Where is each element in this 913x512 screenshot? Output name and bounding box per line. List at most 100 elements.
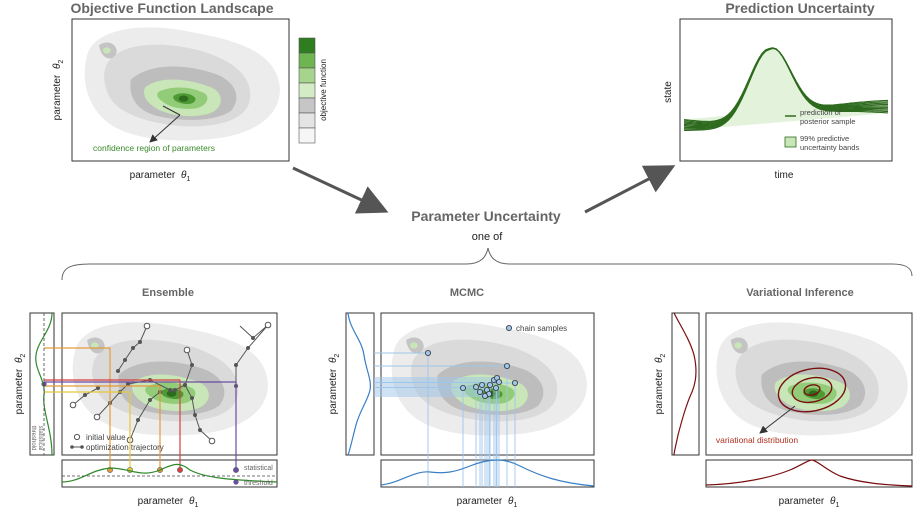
legend-band-swatch xyxy=(784,136,797,148)
projection-marker-x xyxy=(177,467,183,473)
ensemble-xlabel: parameter θ1 xyxy=(138,496,199,509)
legend-line-label-1: prediction of xyxy=(800,108,842,117)
mcmc-legend-label: chain samples xyxy=(516,324,567,333)
chain-sample xyxy=(481,392,488,399)
ensemble-threshold-x-label-2: threshold xyxy=(244,480,273,487)
colorbar-level-6 xyxy=(298,112,316,129)
legend-initial-label: initial value xyxy=(86,433,126,442)
objective-xlabel: parameter θ1 xyxy=(130,170,191,183)
legend-initial-marker xyxy=(73,433,81,441)
prediction-curve xyxy=(683,47,889,122)
mcmc-marginal-y-curve xyxy=(347,312,371,456)
prediction-xlabel: time xyxy=(775,170,794,181)
vi-marginal-x-curve xyxy=(705,459,913,487)
legend-traj-dot-2 xyxy=(80,445,84,449)
chain-sample xyxy=(476,388,483,395)
chain-sample xyxy=(492,384,499,391)
trajectory-step xyxy=(190,396,194,400)
prediction-panel: Prediction Uncertainty prediction of pos… xyxy=(663,0,893,181)
mcmc-title: MCMC xyxy=(450,287,484,299)
trajectory-step xyxy=(251,336,255,340)
chain-sample xyxy=(472,383,479,390)
chain-sample xyxy=(503,362,510,369)
vi-xlabel: parameter θ1 xyxy=(779,496,840,509)
vi-contour-outer xyxy=(777,367,847,413)
trajectory-step xyxy=(123,358,127,362)
ensemble-marginal-x-curve xyxy=(61,463,278,483)
colorbar-level-5 xyxy=(298,97,316,114)
legend-traj-dot-1 xyxy=(70,445,74,449)
trajectory-initial xyxy=(93,413,101,421)
mcmc-legend-marker xyxy=(505,324,512,331)
projection-marker-x xyxy=(233,467,239,473)
chain-sample xyxy=(478,381,485,388)
trajectory-path xyxy=(235,324,269,386)
objective-ylabel: parameter θ2 xyxy=(52,60,65,121)
trajectory-initial xyxy=(143,322,151,330)
ensemble-marginal-y-curve xyxy=(35,312,53,456)
objective-panel: Objective Function Landscape confidence … xyxy=(52,0,328,183)
ensemble-threshold-y-label-2: threshold xyxy=(30,426,36,451)
vi-annotation-arrow xyxy=(759,405,796,434)
trajectory-step xyxy=(246,346,250,350)
trajectory-step xyxy=(116,369,120,373)
projection-marker-x-end xyxy=(233,479,239,485)
objective-annotation-pointer xyxy=(162,105,181,116)
colorbar-level-1 xyxy=(298,37,316,54)
center-subtitle: one of xyxy=(472,231,504,243)
objective-annotation-arrow xyxy=(149,114,181,143)
trajectory-initial xyxy=(264,321,272,329)
vi-annotation: variational distribution xyxy=(716,435,798,445)
chain-sample xyxy=(424,349,431,356)
ensemble-title: Ensemble xyxy=(142,287,194,299)
arrow-uncertainty-to-prediction xyxy=(584,165,676,214)
trajectory-path xyxy=(129,391,161,441)
mcmc-xlabel: parameter θ1 xyxy=(457,496,518,509)
chain-sample xyxy=(495,378,502,385)
trajectory-step xyxy=(126,382,130,386)
trajectory-step xyxy=(193,413,197,417)
colorbar: objective function xyxy=(298,37,328,144)
trajectory-initial xyxy=(69,401,77,409)
colorbar-level-4 xyxy=(298,82,316,99)
vi-title: Variational Inference xyxy=(746,287,854,299)
brace xyxy=(61,247,913,281)
trajectory-step xyxy=(190,363,194,367)
colorbar-level-3 xyxy=(298,67,316,84)
ensemble-ylabel: parameter θ2 xyxy=(14,354,27,415)
trajectory-initial xyxy=(208,437,216,445)
trajectory-step xyxy=(96,386,100,390)
trajectory-step xyxy=(83,393,87,397)
ensemble-threshold-y-label-1: statistical xyxy=(37,426,43,451)
prediction-ylabel: state xyxy=(663,81,674,103)
chain-sample xyxy=(512,379,519,386)
mcmc-panel: MCMC chain samples parameter θ1 paramete… xyxy=(328,287,595,509)
trajectory-step xyxy=(138,340,142,344)
trajectory-initial xyxy=(183,346,191,354)
vi-contour-inner xyxy=(803,384,821,396)
trajectory-step xyxy=(148,398,152,402)
mcmc-samples xyxy=(374,349,519,487)
ensemble-trajectories xyxy=(41,321,272,485)
mcmc-marginal-x-frame xyxy=(380,459,595,488)
vi-contour-middle xyxy=(791,376,833,404)
colorbar-level-2 xyxy=(298,52,316,69)
trajectory-step xyxy=(136,418,140,422)
legend-line-label-2: posterior sample xyxy=(800,117,855,126)
objective-annotation: confidence region of parameters xyxy=(93,143,215,153)
ensemble-panel: Ensemble statistical threshold statistic… xyxy=(14,287,278,509)
prediction-curves xyxy=(683,47,889,131)
colorbar-level-7 xyxy=(298,127,316,144)
mcmc-marginal-x-curve xyxy=(380,459,595,487)
trajectory-step xyxy=(173,388,177,392)
arrow-objective-to-uncertainty xyxy=(292,166,389,214)
chain-sample xyxy=(486,381,493,388)
legend-band-label-2: uncertainty bands xyxy=(800,143,859,152)
legend-traj-label: optimization trajectory xyxy=(86,443,164,452)
center-title: Parameter Uncertainty xyxy=(411,208,561,224)
vi-marginal-y-curve xyxy=(673,312,697,456)
mcmc-marginal-y-frame xyxy=(345,312,375,456)
mcmc-ylabel: parameter θ2 xyxy=(328,354,341,415)
objective-title: Objective Function Landscape xyxy=(70,0,273,16)
